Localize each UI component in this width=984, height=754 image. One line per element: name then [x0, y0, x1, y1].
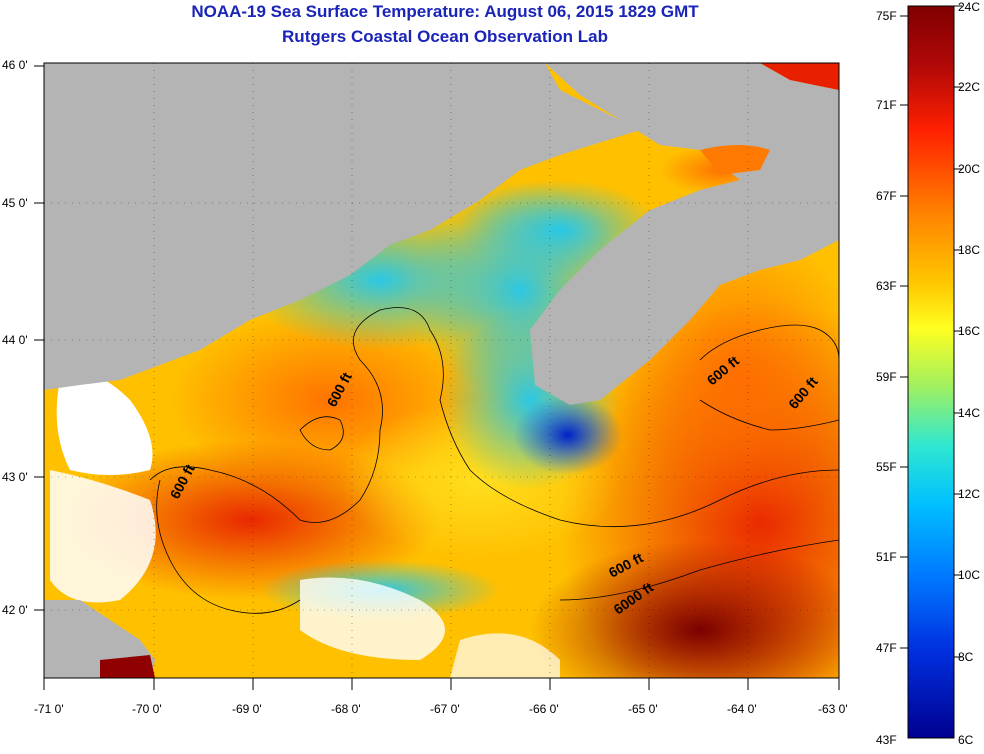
colorbar-c-label: 8C	[958, 650, 974, 664]
lon-label: -64 0'	[727, 702, 757, 716]
colorbar-f-label: 43F	[876, 733, 897, 747]
colorbar-c-label: 18C	[958, 243, 981, 257]
colorbar-f-label: 51F	[876, 550, 897, 564]
lat-label: 42 0'	[2, 603, 28, 617]
lat-label: 45 0'	[2, 196, 28, 210]
map-subtitle: Rutgers Coastal Ocean Observation Lab	[282, 27, 608, 46]
colorbar-c-label: 12C	[958, 487, 981, 501]
colorbar-f-label: 75F	[876, 9, 897, 23]
colorbar-f-label: 59F	[876, 370, 897, 384]
sst-field: 600 ft 600 ft 600 ft 600 ft 600 ft 6000 …	[44, 63, 839, 678]
colorbar-f-label: 67F	[876, 189, 897, 203]
lon-label: -63 0'	[818, 702, 848, 716]
lon-label: -71 0'	[34, 702, 64, 716]
colorbar-c-label: 10C	[958, 568, 981, 582]
lon-label: -65 0'	[628, 702, 658, 716]
map-frame	[43, 62, 840, 679]
colorbar-c-label: 20C	[958, 162, 981, 176]
colorbar-ticks	[900, 5, 962, 658]
lon-label: -70 0'	[132, 702, 162, 716]
colorbar-c-label: 6C	[958, 733, 974, 747]
colorbar-c-label: 24C	[958, 0, 981, 14]
axis-ticks	[34, 65, 840, 690]
colorbar-f-label: 47F	[876, 641, 897, 655]
colorbar-f-label: 55F	[876, 460, 897, 474]
colorbar-c-label: 16C	[958, 324, 981, 338]
lat-label: 44 0'	[2, 333, 28, 347]
lon-label: -67 0'	[430, 702, 460, 716]
colorbar	[907, 5, 955, 739]
colorbar-c-label: 14C	[958, 406, 981, 420]
lat-label: 46 0'	[2, 58, 28, 72]
map-title: NOAA-19 Sea Surface Temperature: August …	[191, 2, 699, 21]
lat-label: 43 0'	[2, 470, 28, 484]
lon-label: -66 0'	[529, 702, 559, 716]
colorbar-c-label: 22C	[958, 80, 981, 94]
colorbar-f-label: 71F	[876, 98, 897, 112]
lon-label: -68 0'	[331, 702, 361, 716]
colorbar-f-label: 63F	[876, 279, 897, 293]
lon-label: -69 0'	[232, 702, 262, 716]
depth-contours	[149, 307, 839, 614]
